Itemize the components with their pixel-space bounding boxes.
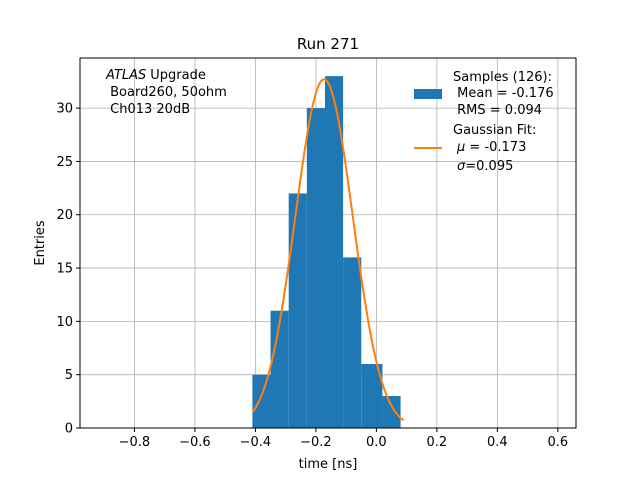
legend-samples-swatch [414, 89, 442, 99]
x-tick-label: −0.8 [119, 435, 151, 450]
sigma-value: =0.095 [465, 159, 513, 174]
annotation-line-1: ATLAS Upgrade [105, 68, 206, 83]
legend-fit-mu: μ = -0.173 [456, 140, 526, 155]
histogram-bar [324, 76, 344, 428]
y-tick-label: 20 [56, 208, 73, 223]
y-tick-label: 0 [65, 422, 73, 437]
mean-value: Mean = -0.176 [457, 86, 553, 101]
legend-fit-title: Gaussian Fit: [453, 123, 536, 138]
atlas-label: ATLAS [105, 68, 146, 83]
y-tick-label: 15 [56, 262, 73, 277]
upgrade-label: Upgrade [150, 68, 206, 83]
legend-samples-title: Samples (126): [453, 70, 552, 85]
y-tick-label: 5 [65, 368, 73, 383]
annotation-line-2: Board260, 50ohm [106, 85, 227, 100]
legend-samples-mean: Mean = -0.176 [453, 86, 554, 101]
mu-symbol: μ [456, 140, 465, 155]
y-tick-label: 25 [56, 155, 73, 170]
annotation-line-3: Ch013 20dB [106, 102, 190, 117]
x-tick-label: 0.4 [487, 435, 508, 450]
sigma-symbol: σ [457, 159, 466, 174]
gaussian-fit [251, 78, 405, 422]
x-axis-ticks: −0.8 −0.6 −0.4 −0.2 0.0 0.2 0.4 0.6 [119, 428, 569, 450]
y-axis-label: Entries [33, 220, 48, 266]
chart-title: Run 271 [297, 35, 359, 53]
atlas-annotation: ATLAS Upgrade Board260, 50ohm Ch013 20dB [105, 68, 227, 117]
rms-value: RMS = 0.094 [457, 103, 542, 118]
legend-fit-sigma: σ=0.095 [457, 159, 513, 174]
histogram-bar [361, 364, 383, 428]
x-tick-label: −0.4 [240, 435, 272, 450]
gaussian-fit-line [251, 78, 405, 422]
histogram-bar [270, 310, 289, 428]
y-axis-ticks: 0 5 10 15 20 25 30 [56, 102, 80, 437]
x-tick-label: 0.2 [427, 435, 448, 450]
y-tick-label: 10 [56, 315, 73, 330]
x-tick-label: −0.6 [179, 435, 211, 450]
x-tick-label: 0.6 [548, 435, 569, 450]
histogram-bars [252, 76, 401, 429]
x-axis-label: time [ns] [299, 457, 358, 472]
histogram-bar [306, 108, 325, 429]
board-label: Board260, 50ohm [110, 85, 227, 100]
mu-value: = -0.173 [465, 140, 526, 155]
histogram-bar [382, 396, 401, 428]
plot-frame [79, 57, 577, 429]
histogram-bar [343, 257, 362, 428]
histogram-bar [288, 193, 307, 428]
x-tick-label: −0.2 [300, 435, 332, 450]
legend: Samples (126): Mean = -0.176 RMS = 0.094… [414, 70, 554, 174]
channel-label: Ch013 20dB [110, 102, 190, 117]
y-tick-label: 30 [56, 102, 73, 117]
legend-samples-rms: RMS = 0.094 [453, 103, 542, 118]
histogram-bar [252, 374, 271, 428]
x-tick-label: 0.0 [366, 435, 387, 450]
